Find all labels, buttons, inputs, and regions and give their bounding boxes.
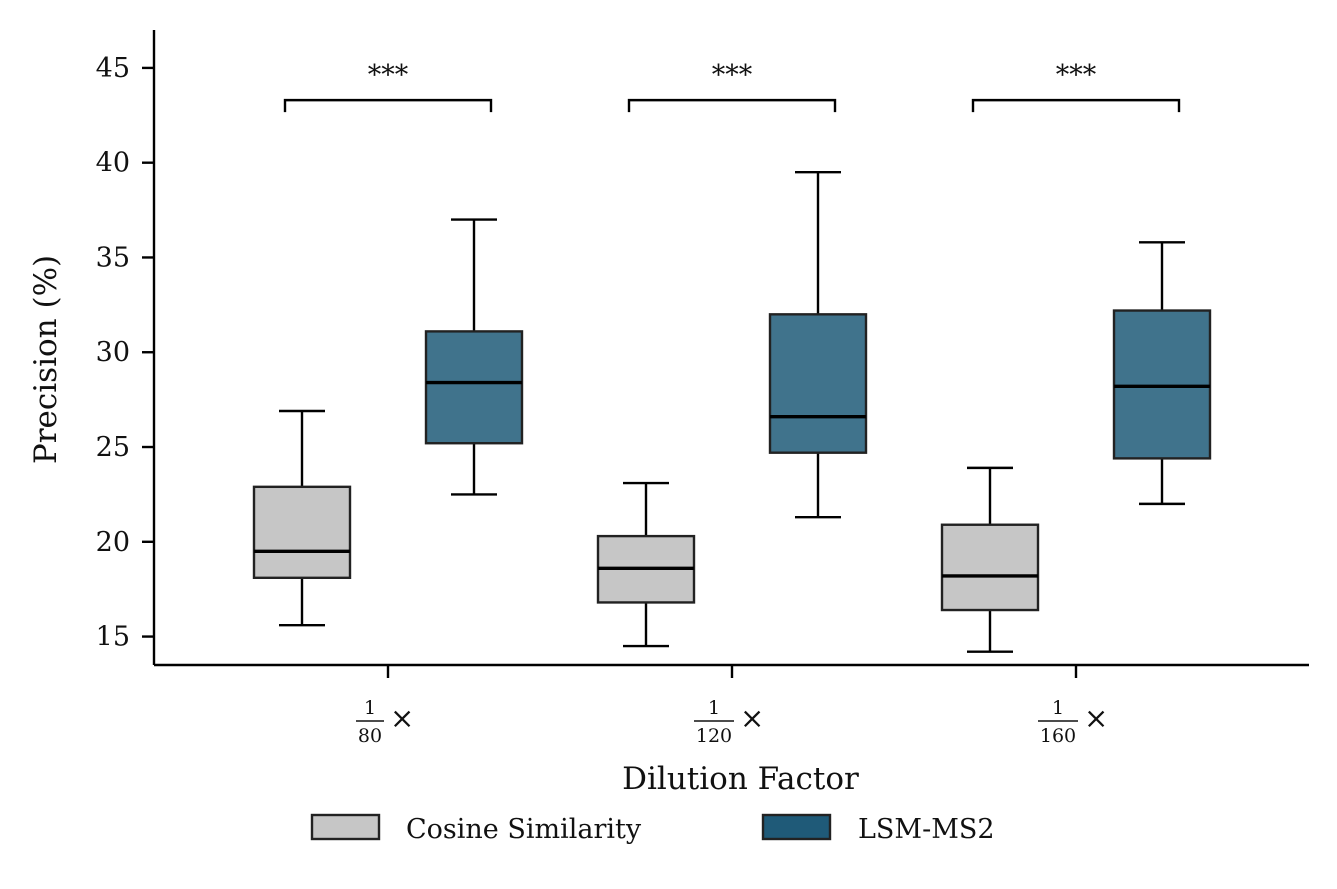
significance-label: *** <box>1056 60 1097 91</box>
x-tick-numerator: 1 <box>708 697 720 719</box>
significance-bracket: *** <box>283 60 493 113</box>
x-tick-suffix: × <box>1084 701 1108 735</box>
box-iqr <box>768 313 868 454</box>
y-tick-label: 40 <box>96 148 130 179</box>
box-iqr <box>1112 309 1212 460</box>
axes: 15 20 25 30 35 40 45 Precision (%) 1 80 × 1 120 × 1 160… <box>28 30 1309 797</box>
x-tick-denominator: 160 <box>1040 725 1076 747</box>
legend-entry: LSM-MS2 <box>761 813 995 845</box>
box-iqr <box>424 330 524 445</box>
box-iqr <box>940 523 1040 612</box>
box-cosine-similarity <box>940 466 1040 653</box>
bracket-line <box>283 98 493 113</box>
x-tick-denominator: 80 <box>358 725 382 747</box>
bracket-line <box>627 98 837 113</box>
x-tick-denominator: 120 <box>696 725 732 747</box>
x-axis-title: Dilution Factor <box>622 761 859 797</box>
significance-bracket: *** <box>971 60 1181 113</box>
x-tick-numerator: 1 <box>364 697 376 719</box>
significance-label: *** <box>712 60 753 91</box>
legend-label: Cosine Similarity <box>406 814 642 845</box>
x-tick-label: 1 160 × <box>1038 697 1108 747</box>
y-tick-label: 15 <box>96 622 130 653</box>
bracket-line <box>971 98 1181 113</box>
y-axis-title: Precision (%) <box>28 255 64 464</box>
x-tick-suffix: × <box>390 701 414 735</box>
legend-entry: Cosine Similarity <box>310 813 642 845</box>
y-tick-label: 25 <box>96 432 130 463</box>
legend: Cosine Similarity LSM-MS2 <box>310 813 995 845</box>
legend-swatch <box>761 813 832 841</box>
box-lsm-ms2 <box>1112 241 1212 506</box>
box-lsm-ms2 <box>424 218 524 496</box>
plot-area: *** *** *** <box>252 60 1212 653</box>
box-iqr <box>252 485 352 580</box>
significance-label: *** <box>368 60 409 91</box>
x-tick-numerator: 1 <box>1052 697 1064 719</box>
box-cosine-similarity <box>596 481 696 648</box>
y-tick-label: 35 <box>96 242 130 273</box>
legend-label: LSM-MS2 <box>858 814 995 845</box>
x-tick-label: 1 120 × <box>694 697 764 747</box>
legend-swatch <box>310 813 381 841</box>
x-tick-suffix: × <box>740 701 764 735</box>
box-lsm-ms2 <box>768 170 868 519</box>
y-tick-label: 30 <box>96 337 130 368</box>
box-cosine-similarity <box>252 409 352 627</box>
significance-bracket: *** <box>627 60 837 113</box>
y-tick-label: 45 <box>96 53 130 84</box>
x-tick-label: 1 80 × <box>356 697 414 747</box>
y-tick-label: 20 <box>96 527 130 558</box>
